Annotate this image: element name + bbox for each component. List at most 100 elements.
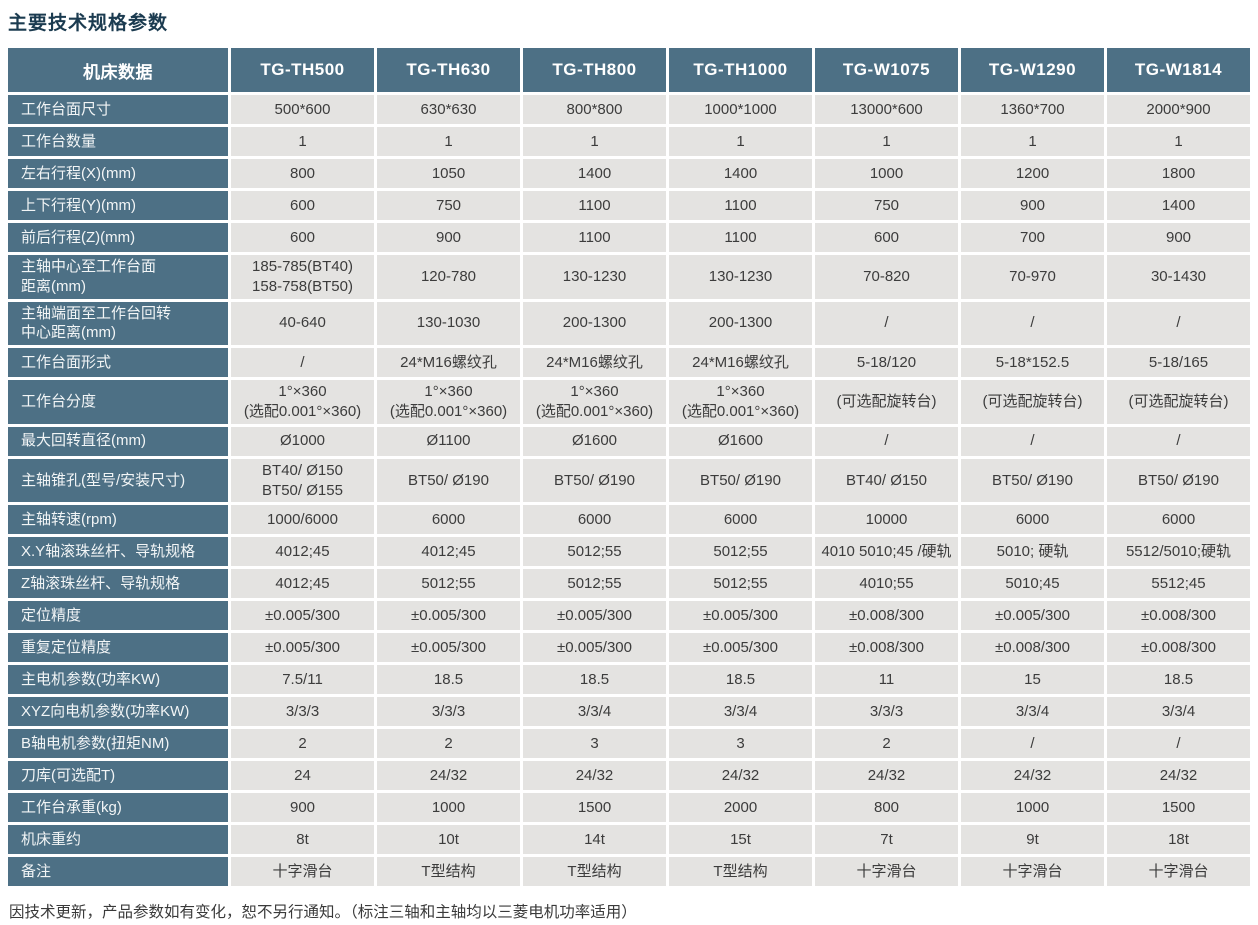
spec-value: 1500 <box>523 793 666 823</box>
spec-value: ±0.008/300 <box>815 601 958 631</box>
spec-value: 900 <box>961 191 1104 220</box>
spec-value: 8t <box>231 825 374 855</box>
table-row: 重复定位精度 ±0.005/300 ±0.005/300 ±0.005/300 ±0.0… <box>8 633 1250 663</box>
table-row: 工作台承重(kg) 900 1000 1500 2000 800 1000 1500 <box>8 793 1250 823</box>
spec-value: 1000 <box>815 159 958 188</box>
spec-value: 18.5 <box>669 665 812 695</box>
spec-label: 主电机参数(功率KW) <box>8 665 228 695</box>
spec-value: ±0.005/300 <box>377 633 520 663</box>
col-header-model: TG-TH1000 <box>669 48 812 92</box>
spec-table-body: 工作台面尺寸 500*600 630*630 800*800 1000*1000 1300… <box>8 95 1250 887</box>
table-row: 工作台数量 1 1 1 1 1 1 1 <box>8 127 1250 156</box>
spec-value: ±0.008/300 <box>815 633 958 663</box>
spec-value: / <box>961 301 1104 346</box>
spec-value: 5010; 硬轨 <box>961 537 1104 567</box>
table-row: X.Y轴滚珠丝杆、导轨规格 4012;45 4012;45 5012;55 5012;5… <box>8 537 1250 567</box>
table-row: B轴电机参数(扭矩NM) 2 2 3 3 2// <box>8 729 1250 759</box>
spec-value: 1 <box>231 127 374 156</box>
spec-value: / <box>815 301 958 346</box>
spec-value: 7t <box>815 825 958 855</box>
col-header-model: TG-TH630 <box>377 48 520 92</box>
spec-value: 4012;45 <box>231 537 374 567</box>
spec-value: 3/3/3 <box>815 697 958 727</box>
table-row: 工作台面形式/24*M16螺纹孔 24*M16螺纹孔 24*M16螺纹孔 5-18/1… <box>8 348 1250 378</box>
spec-value: 3/3/3 <box>377 697 520 727</box>
table-row: 主轴中心至工作台面 距离(mm) 185-785(BT40) 158-758(BT… <box>8 255 1250 299</box>
spec-value: 24/32 <box>961 761 1104 791</box>
spec-label: 工作台面尺寸 <box>8 95 228 124</box>
spec-label: B轴电机参数(扭矩NM) <box>8 729 228 759</box>
spec-value: 1400 <box>669 159 812 188</box>
spec-label: 刀库(可选配T) <box>8 761 228 791</box>
spec-label: 定位精度 <box>8 601 228 631</box>
spec-value: (可选配旋转台) <box>961 380 1104 424</box>
spec-value: Ø1000 <box>231 426 374 456</box>
spec-value: 1 <box>377 127 520 156</box>
table-row: 最大回转直径(mm) Ø1000 Ø1100 Ø1600 Ø1600// / <box>8 426 1250 456</box>
spec-value: 185-785(BT40) 158-758(BT50) <box>231 255 374 299</box>
spec-label: Z轴滚珠丝杆、导轨规格 <box>8 569 228 599</box>
spec-value: 十字滑台 <box>231 857 374 887</box>
spec-value: 30-1430 <box>1107 255 1250 299</box>
spec-value: 1°×360 (选配0.001°×360) <box>523 380 666 424</box>
spec-value: ±0.005/300 <box>231 633 374 663</box>
spec-value: 18.5 <box>377 665 520 695</box>
col-header-model: TG-W1814 <box>1107 48 1250 92</box>
spec-value: ±0.005/300 <box>523 601 666 631</box>
col-header-model: TG-TH800 <box>523 48 666 92</box>
spec-value: 1200 <box>961 159 1104 188</box>
spec-label: 机床重约 <box>8 825 228 855</box>
spec-label: 主轴中心至工作台面 距离(mm) <box>8 255 228 299</box>
spec-value: 5012;55 <box>523 569 666 599</box>
spec-value: (可选配旋转台) <box>815 380 958 424</box>
spec-value: 6000 <box>377 505 520 535</box>
spec-value: 2000 <box>669 793 812 823</box>
spec-value: 800 <box>815 793 958 823</box>
table-row: 上下行程(Y)(mm) 600 750 1100 1100 750 900 1400 <box>8 191 1250 220</box>
spec-value: 14t <box>523 825 666 855</box>
table-row: Z轴滚珠丝杆、导轨规格 4012;45 5012;55 5012;55 5012;55 4… <box>8 569 1250 599</box>
spec-label: 重复定位精度 <box>8 633 228 663</box>
spec-value: 1100 <box>523 223 666 252</box>
table-row: 主轴转速(rpm) 1000/6000 6000 6000 6000 10000 6000 6… <box>8 505 1250 535</box>
spec-value: 十字滑台 <box>1107 857 1250 887</box>
spec-value: 1800 <box>1107 159 1250 188</box>
spec-value: 24/32 <box>523 761 666 791</box>
spec-value: 70-820 <box>815 255 958 299</box>
spec-value: 900 <box>377 223 520 252</box>
spec-value: 4010 5010;45 /硬轨 <box>815 537 958 567</box>
spec-value: ±0.008/300 <box>961 633 1104 663</box>
header-row: 机床数据 TG-TH500 TG-TH630 TG-TH800 TG-TH1000 TG… <box>8 48 1250 92</box>
spec-label: 工作台分度 <box>8 380 228 424</box>
spec-value: 1000*1000 <box>669 95 812 124</box>
spec-value: 600 <box>231 191 374 220</box>
spec-value: 24/32 <box>669 761 812 791</box>
spec-value: Ø1600 <box>523 426 666 456</box>
spec-value: 24/32 <box>377 761 520 791</box>
spec-value: 1360*700 <box>961 95 1104 124</box>
spec-value: 200-1300 <box>669 301 812 346</box>
spec-value: 750 <box>377 191 520 220</box>
spec-value: 1050 <box>377 159 520 188</box>
spec-value: Ø1600 <box>669 426 812 456</box>
spec-label: 最大回转直径(mm) <box>8 426 228 456</box>
spec-value: / <box>1107 426 1250 456</box>
spec-value: 3/3/4 <box>961 697 1104 727</box>
spec-value: ±0.005/300 <box>377 601 520 631</box>
spec-value: 5512/5010;硬轨 <box>1107 537 1250 567</box>
spec-value: 15 <box>961 665 1104 695</box>
spec-value: 11 <box>815 665 958 695</box>
spec-value: 600 <box>815 223 958 252</box>
spec-value: 1°×360 (选配0.001°×360) <box>377 380 520 424</box>
spec-value: BT50/ Ø190 <box>669 458 812 503</box>
spec-value: 1100 <box>669 191 812 220</box>
spec-value: 10000 <box>815 505 958 535</box>
spec-value: 3/3/4 <box>523 697 666 727</box>
spec-value: 24*M16螺纹孔 <box>669 348 812 378</box>
spec-value: 120-780 <box>377 255 520 299</box>
spec-value: Ø1100 <box>377 426 520 456</box>
spec-value: 4012;45 <box>231 569 374 599</box>
spec-value: 4012;45 <box>377 537 520 567</box>
spec-value: / <box>961 426 1104 456</box>
spec-label: 主轴端面至工作台回转 中心距离(mm) <box>8 301 228 346</box>
